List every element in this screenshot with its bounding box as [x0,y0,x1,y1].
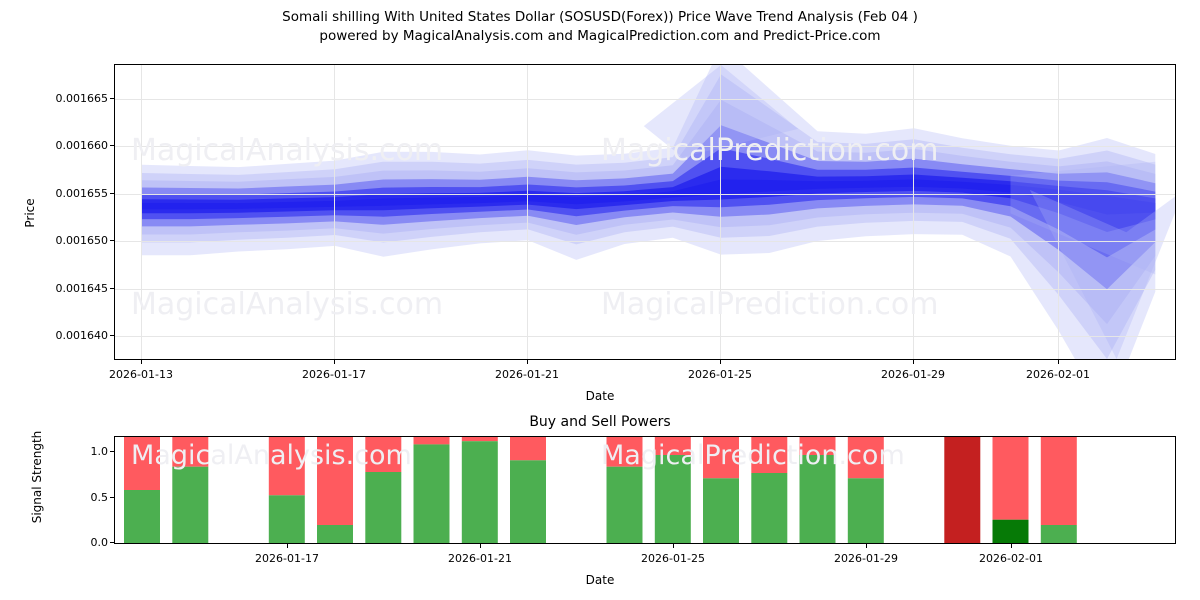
price-xtick-label: 2026-02-01 [1026,368,1090,381]
price-wave-svg [142,65,1175,359]
power-ytick-label: 0.5 [90,491,109,504]
power-xtick-label: 2026-02-01 [979,552,1043,565]
power-chart-plot-area: MagicalAnalysis.com MagicalPrediction.co… [114,436,1176,544]
price-ytick-label: 0.001655 [55,187,109,200]
price-ytick-label: 0.001650 [55,234,109,247]
price-yaxis-title: Price [23,198,37,228]
price-ytick-label: 0.001660 [55,139,109,152]
price-xtick-label: 2026-01-21 [495,368,559,381]
chart-title-block: Somali shilling With United States Dolla… [0,8,1200,46]
power-xaxis-title: Date [585,573,615,587]
power-ytick-label: 0.0 [90,536,109,549]
price-ytick-label: 0.001645 [55,282,109,295]
price-xtick-label: 2026-01-17 [302,368,366,381]
power-xtick-label: 2026-01-21 [448,552,512,565]
price-xtick-label: 2026-01-29 [881,368,945,381]
price-xtick-label: 2026-01-13 [109,368,173,381]
page-title: Somali shilling With United States Dolla… [282,9,918,25]
price-xaxis-title: Date [585,389,615,403]
power-chart-title: Buy and Sell Powers [529,414,671,430]
price-chart-plot-area: MagicalAnalysis.com MagicalPrediction.co… [114,64,1176,360]
price-ytick-label: 0.001665 [55,92,109,105]
page-subtitle: powered by MagicalAnalysis.com and Magic… [319,28,881,44]
power-bars-svg [124,437,1077,543]
price-xtick-label: 2026-01-25 [688,368,752,381]
power-xtick-label: 2026-01-17 [255,552,319,565]
power-xtick-label: 2026-01-25 [641,552,705,565]
power-ytick-label: 1.0 [90,445,109,458]
power-yaxis-title: Signal Strength [30,430,44,524]
price-ytick-label: 0.001640 [55,329,109,342]
power-xtick-label: 2026-01-29 [834,552,898,565]
